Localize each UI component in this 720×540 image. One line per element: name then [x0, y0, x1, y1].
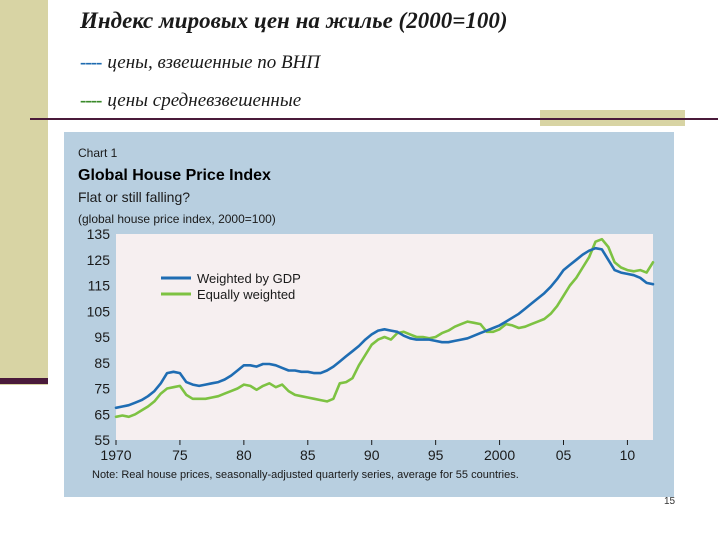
left-accent-bar — [0, 378, 48, 384]
series-line-gdp — [114, 246, 655, 410]
series-lines — [114, 237, 655, 419]
x-axis-ticks: 1970 75 80 85 90 95 2000 05 10 — [100, 440, 635, 463]
x-tick-label: 90 — [364, 447, 380, 463]
x-tick-label: 05 — [556, 447, 572, 463]
x-tick-label: 80 — [236, 447, 252, 463]
chart-label: Chart 1 — [78, 146, 118, 160]
y-tick-label: 85 — [94, 355, 110, 371]
x-tick-label: 2000 — [484, 447, 515, 463]
x-tick-label: 1970 — [100, 447, 131, 463]
slide-title: Индекс мировых цен на жилье (2000=100) — [80, 8, 508, 33]
y-tick-label: 75 — [94, 381, 110, 397]
chart-subtitle: Flat or still falling? — [78, 189, 190, 205]
legend-label-gdp: Weighted by GDP — [197, 271, 301, 286]
title-divider — [30, 118, 718, 120]
chart-legend: Weighted by GDP Equally weighted — [161, 271, 301, 302]
slide-legend-gdp: ---- цены, взвешенные по ВНП — [80, 52, 320, 74]
y-tick-label: 65 — [94, 406, 110, 422]
y-tick-label: 135 — [87, 226, 111, 242]
slide-legend-equal: ---- цены средневзвешенные — [80, 90, 301, 112]
chart-units: (global house price index, 2000=100) — [78, 212, 276, 226]
chart-note: Note: Real house prices, seasonally-adju… — [92, 469, 519, 481]
x-tick-label: 10 — [620, 447, 636, 463]
x-tick-label: 85 — [300, 447, 316, 463]
y-tick-label: 125 — [87, 252, 111, 268]
house-price-chart: Chart 1 Global House Price Index Flat or… — [78, 146, 655, 481]
legend-dash-gdp: ---- — [80, 52, 102, 73]
legend-label-equal: Equally weighted — [197, 287, 295, 302]
chart-title: Global House Price Index — [78, 167, 271, 184]
series-line-equal — [114, 237, 655, 419]
x-tick-label: 95 — [428, 447, 444, 463]
y-tick-label: 115 — [88, 278, 111, 294]
page-number: 15 — [664, 496, 676, 507]
legend-text-equal: цены средневзвешенные — [107, 90, 302, 111]
y-tick-label: 95 — [94, 329, 110, 345]
y-axis-ticks: 55 65 75 85 95 105 115 125 135 — [87, 226, 111, 448]
left-decorative-strip — [0, 0, 48, 385]
legend-text-gdp: цены, взвешенные по ВНП — [107, 52, 321, 73]
x-tick-label: 75 — [172, 447, 188, 463]
legend-dash-equal: ---- — [80, 90, 102, 111]
y-tick-label: 55 — [94, 432, 110, 448]
y-tick-label: 105 — [87, 303, 111, 319]
